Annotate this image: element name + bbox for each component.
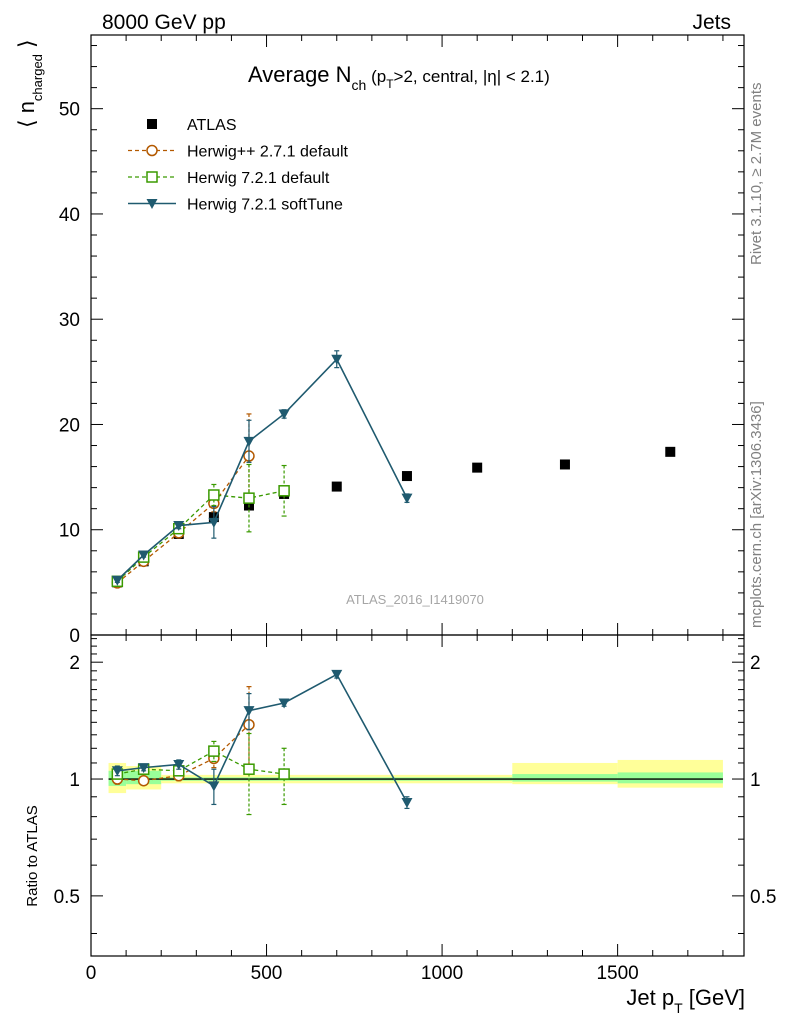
- main-series-0: [112, 446, 676, 588]
- ratio-y-tick-label-left: 1: [69, 770, 80, 791]
- main-series-line: [116, 357, 408, 581]
- ratio-data-point: [208, 745, 220, 757]
- ratio-data-point: [138, 763, 150, 774]
- ratio-data-point: [401, 798, 413, 809]
- ratio-data-point: [208, 781, 220, 792]
- main-series-1: [111, 413, 255, 589]
- legend-label: ATLAS: [187, 117, 237, 134]
- ratio-uncertainty-band-inner: [617, 772, 723, 784]
- ratio-y-tick-label-left: 0.5: [54, 887, 80, 908]
- main-data-point: [331, 354, 343, 365]
- main-data-point: [138, 550, 150, 561]
- main-data-point: [401, 471, 412, 482]
- x-tick-label: 1500: [596, 963, 638, 984]
- main-plot-panel: 0 10 20 30 40 50: [59, 34, 745, 647]
- legend-label: Herwig 7.2.1 default: [187, 170, 330, 187]
- mcplots-label: mcplots.cern.ch [arXiv:1306.3436]: [748, 401, 765, 628]
- main-data-point: [243, 492, 255, 504]
- main-y-axis-label: ⟨ ncharged ⟩: [14, 39, 45, 128]
- main-data-point: [111, 575, 123, 586]
- x-axis-label: Jet pT [GeV]: [626, 985, 745, 1016]
- x-tick-label: 0: [86, 963, 97, 984]
- ratio-series-line: [117, 724, 250, 782]
- main-data-point: [559, 459, 570, 470]
- ratio-y-tick-label-left: 2: [69, 653, 80, 674]
- ratio-series-1: [111, 732, 290, 816]
- ratio-data-point: [173, 760, 185, 771]
- ratio-series-2: [111, 669, 413, 810]
- legend-marker: [146, 171, 158, 183]
- main-data-point: [278, 409, 290, 420]
- svg-text:⟨ ncharged ⟩: ⟨ ncharged ⟩: [14, 39, 45, 128]
- ratio-data-point: [111, 766, 123, 777]
- legend-entry: Herwig++ 2.7.1 default: [128, 144, 349, 161]
- main-data-point: [472, 462, 483, 473]
- ratio-data-point: [278, 768, 290, 780]
- main-data-point: [208, 517, 220, 528]
- main-y-tick-label: 10: [59, 521, 80, 542]
- ratio-plot-panel: 0 500 1000 1500 0.5 0.5 1 1 2 2: [54, 634, 776, 984]
- ratio-y-tick-label-right: 1: [750, 770, 761, 791]
- svg-text:Jet pT [GeV]: Jet pT [GeV]: [626, 985, 745, 1016]
- x-tick-label: 1000: [421, 963, 463, 984]
- legend-entry: Herwig 7.2.1 default: [128, 170, 330, 187]
- main-series-2: [111, 463, 290, 588]
- analysis-watermark: ATLAS_2016_I1419070: [346, 592, 484, 607]
- main-data-point: [278, 485, 290, 497]
- main-chart-title: Average Nch (pT>2, central, |η| < 2.1): [248, 62, 550, 93]
- legend-entry: ATLAS: [147, 117, 237, 134]
- legend-marker: [146, 144, 158, 157]
- main-series-line: [116, 455, 250, 584]
- legend-entry: Herwig 7.2.1 softTune: [128, 197, 343, 214]
- ratio-y-tick-label-right: 2: [750, 653, 761, 674]
- legend-marker: [147, 119, 157, 129]
- x-tick-label: 500: [251, 963, 283, 984]
- ratio-plot-frame: [90, 634, 745, 957]
- main-series-3: [111, 350, 413, 586]
- legend-label: Herwig++ 2.7.1 default: [187, 144, 349, 161]
- main-y-tick-label: 0: [69, 626, 80, 647]
- main-data-point: [401, 493, 413, 504]
- ratio-data-point: [243, 706, 255, 717]
- ratio-series-line: [117, 673, 408, 803]
- ratio-y-tick-label-right: 0.5: [750, 887, 776, 908]
- main-y-tick-label: 50: [59, 100, 80, 121]
- ratio-data-point: [137, 774, 150, 787]
- ratio-y-axis-label: Ratio to ATLAS: [24, 805, 41, 906]
- ratio-data-point: [243, 763, 255, 775]
- header-left-label: 8000 GeV pp: [102, 11, 226, 34]
- ratio-uncertainty-band-inner: [512, 774, 618, 782]
- main-data-point: [208, 489, 220, 501]
- rivet-version-label: Rivet 3.1.10, ≥ 2.7M events: [748, 83, 765, 266]
- svg-text:Average Nch (pT>2, central, |η: Average Nch (pT>2, central, |η| < 2.1): [248, 62, 550, 93]
- header-right-label: Jets: [692, 11, 731, 34]
- legend: ATLAS Herwig++ 2.7.1 default Herwig 7.2.1 …: [128, 117, 349, 214]
- ratio-data-point: [278, 698, 290, 709]
- main-y-tick-label: 40: [59, 205, 80, 226]
- main-data-point: [243, 436, 255, 447]
- legend-marker: [146, 199, 158, 209]
- main-data-point: [331, 481, 342, 492]
- main-y-tick-label: 30: [59, 310, 80, 331]
- legend-label: Herwig 7.2.1 softTune: [187, 197, 343, 214]
- main-series-line: [116, 490, 285, 582]
- main-y-tick-label: 20: [59, 415, 80, 436]
- main-data-point: [665, 446, 676, 457]
- ratio-data-point: [331, 669, 343, 680]
- main-data-point: [173, 521, 185, 532]
